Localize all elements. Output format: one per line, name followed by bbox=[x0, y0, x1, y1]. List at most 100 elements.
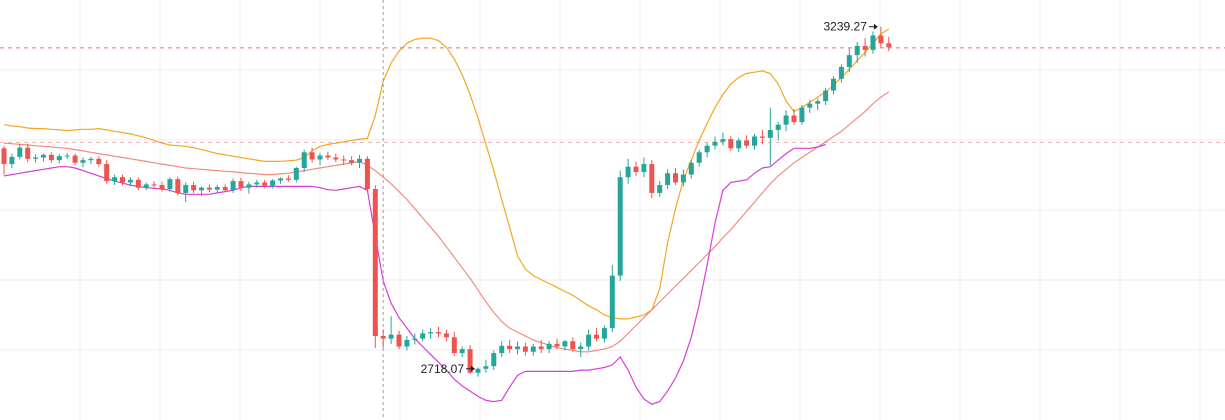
candle-down bbox=[175, 179, 181, 193]
candle-down bbox=[372, 189, 378, 336]
price-guide-lines bbox=[0, 47, 1225, 143]
candle-up bbox=[823, 90, 829, 102]
candle-up bbox=[720, 139, 726, 142]
candle-down bbox=[862, 45, 868, 50]
candle-down bbox=[325, 155, 331, 158]
candle-up bbox=[254, 182, 260, 185]
candle-up bbox=[838, 66, 844, 79]
candle-up bbox=[112, 177, 118, 182]
extreme-annotations: 3239.27 2718.07 bbox=[421, 20, 878, 376]
candle-up bbox=[562, 341, 568, 347]
candle-down bbox=[72, 155, 78, 163]
candle-up bbox=[41, 154, 46, 158]
candle-up bbox=[9, 156, 15, 165]
candle-up bbox=[704, 145, 710, 153]
candle-down bbox=[554, 343, 560, 347]
candle-up bbox=[199, 187, 204, 191]
candle-down bbox=[48, 154, 54, 161]
candle-down bbox=[159, 185, 165, 189]
bollinger-bands bbox=[3, 28, 890, 405]
candle-down bbox=[206, 187, 212, 190]
candle-up bbox=[601, 328, 607, 339]
candle-up bbox=[870, 35, 876, 50]
candle-down bbox=[451, 337, 457, 354]
candle-up bbox=[546, 343, 552, 350]
candle-up bbox=[33, 157, 39, 159]
candle-down bbox=[120, 177, 125, 183]
candle-up bbox=[815, 101, 821, 104]
candle-down bbox=[507, 345, 513, 350]
candle-down bbox=[309, 152, 315, 160]
candle-up bbox=[404, 339, 410, 347]
candle-up bbox=[459, 349, 465, 354]
candle-up bbox=[712, 141, 718, 146]
candle-up bbox=[246, 184, 252, 188]
candle-up bbox=[807, 103, 813, 108]
candle-up bbox=[736, 140, 742, 149]
candle-up bbox=[80, 160, 86, 163]
candle-up bbox=[752, 136, 757, 146]
candle-down bbox=[191, 185, 197, 191]
candle-up bbox=[64, 155, 70, 157]
candle-down bbox=[633, 166, 639, 172]
candle-up bbox=[88, 158, 94, 161]
candle-up bbox=[499, 345, 505, 354]
candle-up bbox=[56, 156, 62, 161]
candle-up bbox=[270, 180, 276, 186]
high-arrow-head bbox=[873, 23, 878, 30]
candle-down bbox=[467, 349, 473, 373]
candle-up bbox=[17, 147, 23, 157]
candle-up bbox=[831, 78, 836, 91]
candle-down bbox=[570, 341, 576, 350]
candle-up bbox=[665, 173, 671, 186]
candle-up bbox=[127, 179, 133, 183]
candle-down bbox=[380, 336, 386, 339]
candle-up bbox=[230, 181, 236, 191]
candle-down bbox=[1, 148, 7, 165]
candle-down bbox=[728, 139, 734, 149]
low-arrow-head bbox=[471, 365, 475, 372]
bollinger-upper-line bbox=[3, 28, 890, 320]
candle-down bbox=[238, 181, 244, 188]
candle-down bbox=[135, 179, 141, 188]
candle-down bbox=[396, 334, 402, 347]
candle-down bbox=[744, 140, 750, 146]
candle-up bbox=[143, 184, 149, 188]
candle-up bbox=[641, 164, 647, 172]
candle-up bbox=[609, 275, 615, 329]
bollinger-lower-line bbox=[3, 143, 826, 405]
candle-up bbox=[515, 346, 520, 350]
candle-up bbox=[688, 162, 694, 175]
candle-up bbox=[491, 353, 497, 367]
candle-up bbox=[301, 152, 307, 168]
candle-up bbox=[475, 368, 481, 373]
candle-down bbox=[25, 147, 31, 159]
candle-up bbox=[167, 179, 173, 189]
candle-up bbox=[412, 338, 418, 340]
candle-down bbox=[886, 43, 892, 48]
candle-up bbox=[680, 174, 686, 183]
candle-up bbox=[278, 178, 283, 181]
candle-down bbox=[341, 159, 347, 161]
candle-down bbox=[538, 346, 544, 350]
candle-down bbox=[522, 346, 528, 352]
candle-up bbox=[767, 129, 773, 138]
candle-down bbox=[222, 187, 228, 191]
candle-down bbox=[649, 164, 655, 193]
candle-up bbox=[657, 185, 663, 193]
candle-down bbox=[878, 35, 884, 44]
candle-up bbox=[617, 177, 623, 276]
candle-down bbox=[364, 158, 370, 189]
candle-down bbox=[673, 173, 678, 183]
candle-up bbox=[854, 45, 860, 56]
candle-up bbox=[799, 107, 805, 123]
candle-down bbox=[96, 158, 102, 165]
bollinger-middle-line bbox=[3, 91, 890, 353]
high-price-label: 3239.27 bbox=[824, 20, 868, 34]
candle-up bbox=[428, 332, 434, 334]
candle-down bbox=[349, 160, 355, 163]
candlestick-series bbox=[1, 26, 892, 377]
candle-up bbox=[483, 366, 489, 369]
